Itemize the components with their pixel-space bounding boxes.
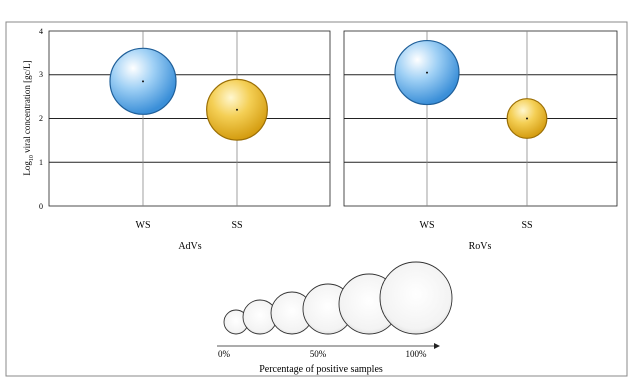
y-tick-label-2: 2 (39, 114, 43, 123)
legend-bubble-6 (379, 261, 453, 335)
bubbles-rovs (394, 39, 548, 139)
bubble-center-mark (236, 108, 238, 111)
figure-frame (5, 21, 628, 377)
y-tick-labels: 0 1 2 3 4 (39, 27, 43, 211)
panel-advs: WS SS AdVs (48, 30, 331, 252)
panel-rovs: WS SS RoVs (343, 30, 618, 252)
legend-axis-arrow (434, 343, 440, 349)
gridlines-advs (49, 31, 330, 206)
y-tick-label-3: 3 (39, 70, 43, 79)
y-axis-title: Log10 viral concentration [gc/L] (22, 60, 35, 175)
legend-title: Percentage of positive samples (259, 364, 383, 375)
legend-tick-0: 0% (218, 349, 231, 359)
x-category-ss-advs: SS (231, 220, 242, 231)
bubble-center-mark (426, 71, 428, 74)
group-label-rovs: RoVs (469, 241, 492, 252)
y-tick-label-4: 4 (39, 27, 43, 36)
x-category-ws-rovs: WS (420, 220, 435, 231)
gridlines-rovs (344, 31, 617, 206)
bubbles-advs (109, 47, 268, 141)
group-label-advs: AdVs (178, 241, 201, 252)
legend-tick-100: 100% (406, 349, 428, 359)
bubble-center-mark (142, 80, 144, 83)
y-tick-label-1: 1 (39, 158, 43, 167)
x-category-ws-advs: WS (136, 220, 151, 231)
legend-tick-50: 50% (310, 349, 327, 359)
legend-bubbles (223, 261, 453, 335)
size-legend: 0% 50% 100% Percentage of positive sampl… (217, 261, 453, 375)
x-category-ss-rovs: SS (521, 220, 532, 231)
y-tick-label-0: 0 (39, 202, 43, 211)
bubble-center-mark (526, 117, 528, 120)
